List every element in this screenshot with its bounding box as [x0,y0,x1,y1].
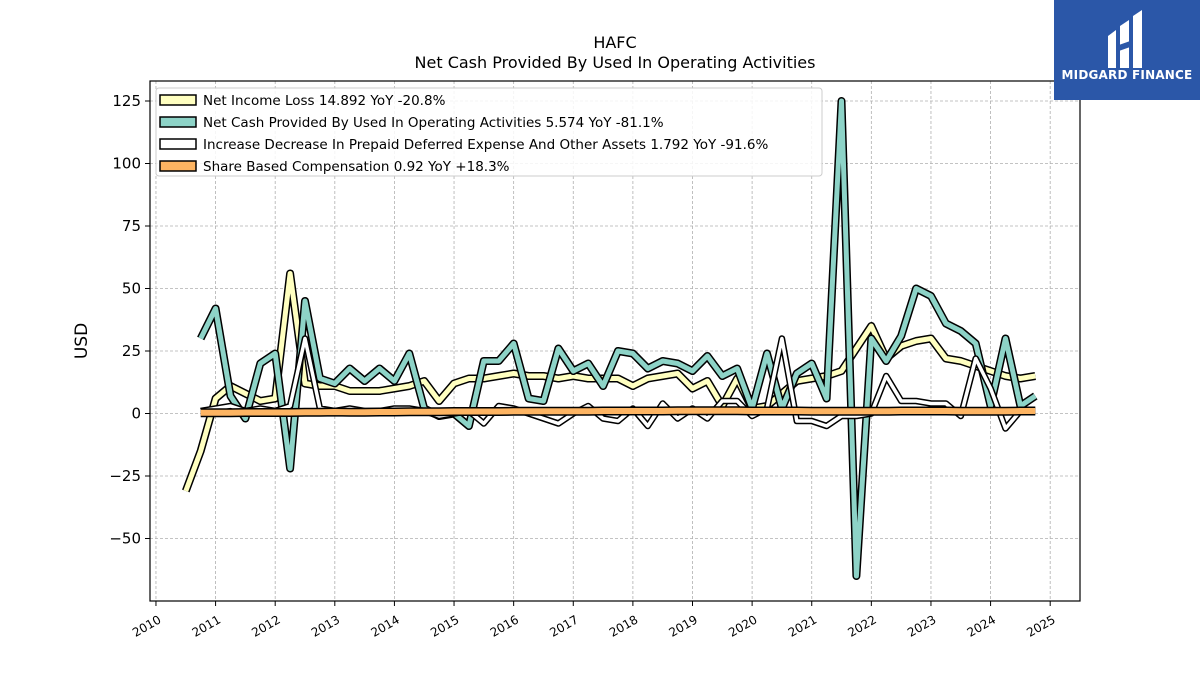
x-tick-label: 2020 [726,612,759,639]
x-tick-label: 2017 [547,612,580,639]
x-tick-label: 2010 [130,612,163,639]
legend-label: Increase Decrease In Prepaid Deferred Ex… [203,137,768,153]
y-tick-label: 50 [122,280,141,298]
y-tick-label: −25 [109,467,141,485]
legend-label: Net Income Loss 14.892 YoY -20.8% [203,93,446,109]
legend: Net Income Loss 14.892 YoY -20.8% Net Cas… [155,87,823,177]
legend-label: Share Based Compensation 0.92 YoY +18.3% [203,159,510,175]
logo-mark-icon [1108,10,1142,68]
y-axis-label: USD [72,323,92,359]
x-tick-label: 2015 [428,612,461,639]
y-tick-label: −50 [109,530,141,548]
brand-logo: MIDGARD FINANCE [1054,0,1200,100]
x-tick-label: 2024 [965,612,998,639]
legend-swatch [159,160,197,172]
series-lines [182,97,1038,580]
x-tick-label: 2018 [607,612,640,639]
x-tick-label: 2016 [488,612,521,639]
legend-swatch [159,116,197,128]
logo-text: MIDGARD FINANCE [1061,68,1193,82]
x-tick-label: 2023 [905,612,938,639]
chart-subtitle: Net Cash Provided By Used In Operating A… [415,53,816,72]
legend-swatch [159,138,197,150]
x-tick-label: 2025 [1024,612,1057,639]
y-tick-label: 100 [112,155,141,173]
plot-frame [149,80,1081,602]
y-axis-ticks: −50 −25 0 25 50 75 100 125 [109,92,150,548]
x-axis-ticks: 2010 2011 2012 2013 2014 2015 2016 2017 2018 2019… [130,601,1058,640]
x-tick-label: 2021 [786,612,819,639]
legend-label: Net Cash Provided By Used In Operating A… [203,115,664,131]
legend-box [155,87,823,177]
y-tick-label: 25 [122,342,141,360]
x-tick-label: 2014 [368,612,401,639]
chart-title: HAFC [593,33,636,52]
series-stroke [200,407,1036,416]
x-tick-label: 2022 [845,612,878,639]
x-tick-label: 2019 [667,612,700,639]
legend-swatch [159,94,197,106]
net-cash-operating-line [197,97,1038,580]
x-tick-label: 2011 [190,612,223,639]
y-tick-label: 75 [122,217,141,235]
x-tick-label: 2012 [249,612,282,639]
y-tick-label: 125 [112,92,141,110]
x-tick-label: 2013 [309,612,342,639]
share-based-comp-line [200,406,1036,418]
y-tick-label: 0 [131,405,141,423]
series-stroke [198,98,1037,579]
